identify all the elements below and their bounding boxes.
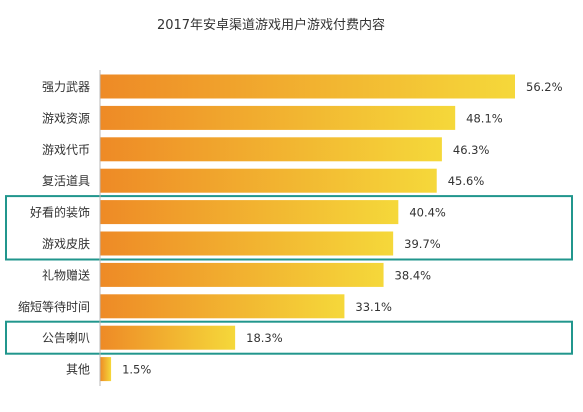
category-label-6: 游戏皮肤 bbox=[42, 236, 90, 251]
value-label-8: 33.1% bbox=[355, 300, 392, 314]
bar-10 bbox=[100, 357, 112, 382]
bar-1 bbox=[100, 74, 515, 99]
highlight-box-1 bbox=[5, 195, 573, 261]
bar-4 bbox=[100, 168, 437, 193]
value-label-3: 46.3% bbox=[453, 143, 490, 157]
bar-5 bbox=[100, 200, 399, 225]
value-label-4: 45.6% bbox=[448, 174, 485, 188]
category-label-9: 公告喇叭 bbox=[42, 330, 90, 345]
bar-8 bbox=[100, 294, 345, 319]
category-label-8: 缩短等待时间 bbox=[18, 299, 90, 314]
value-label-9: 18.3% bbox=[246, 331, 283, 345]
bar-9 bbox=[100, 325, 236, 350]
value-label-1: 56.2% bbox=[526, 80, 563, 94]
value-label-5: 40.4% bbox=[409, 206, 446, 220]
value-label-10: 1.5% bbox=[122, 363, 151, 377]
bar-6 bbox=[100, 231, 394, 256]
value-label-6: 39.7% bbox=[404, 237, 441, 251]
category-label-7: 礼物赠送 bbox=[42, 267, 90, 282]
value-label-7: 38.4% bbox=[395, 268, 432, 282]
chart-title: 2017年安卓渠道游戏用户游戏付费内容 bbox=[157, 17, 385, 33]
highlight-box-2 bbox=[5, 320, 573, 355]
category-label-3: 游戏代币 bbox=[42, 143, 90, 157]
bar-2 bbox=[100, 105, 456, 130]
category-label-2: 游戏资源 bbox=[42, 111, 90, 125]
bar-3 bbox=[100, 137, 442, 162]
bar-7 bbox=[100, 262, 384, 287]
value-label-2: 48.1% bbox=[466, 111, 503, 125]
category-label-4: 复活道具 bbox=[42, 174, 90, 188]
category-label-5: 好看的装饰 bbox=[30, 205, 90, 220]
category-label-1: 强力武器 bbox=[42, 80, 90, 94]
category-label-10: 其他 bbox=[66, 363, 90, 377]
